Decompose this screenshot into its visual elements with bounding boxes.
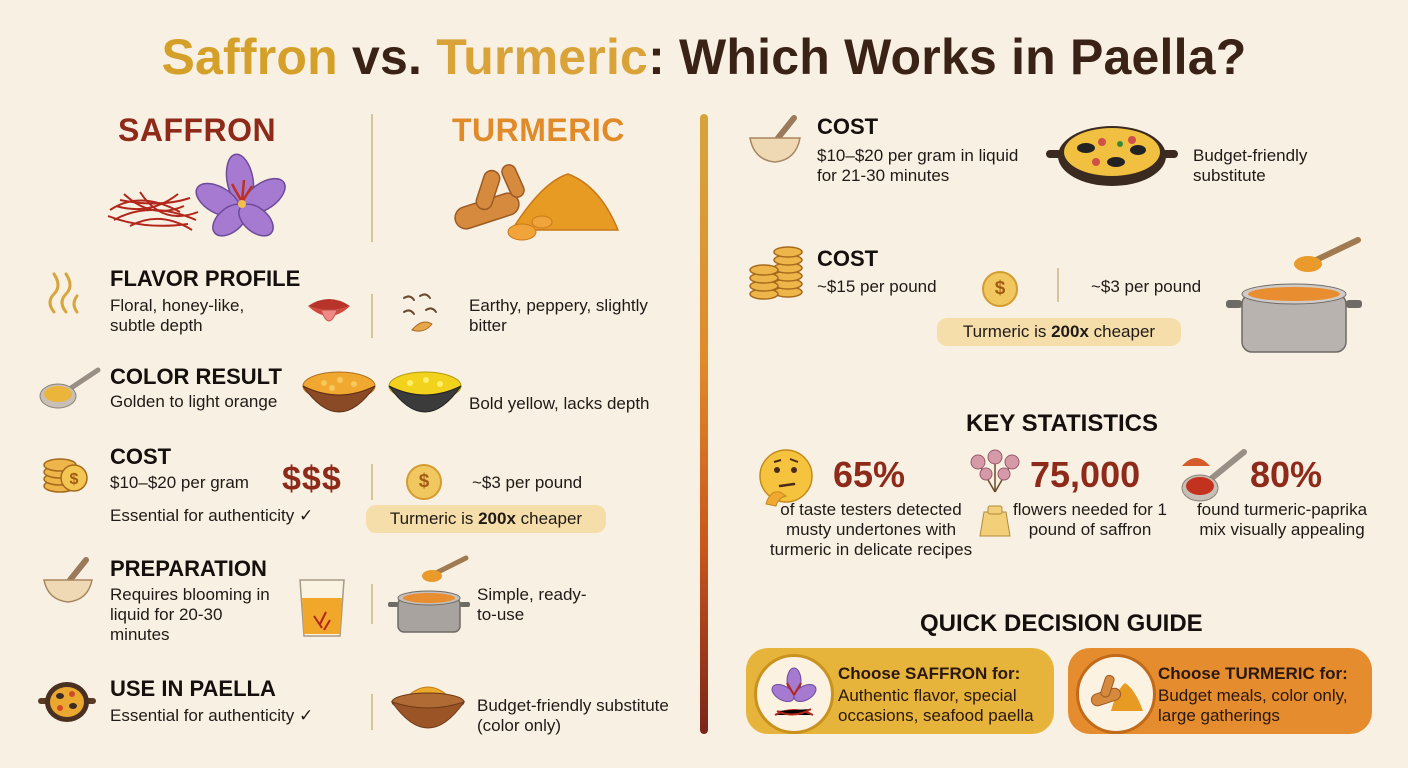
flavor-divider	[371, 294, 373, 338]
mortar-pestle-icon	[43, 557, 93, 603]
right-cost1-text: $10–$20 per gram in liquid for 21-30 min…	[817, 146, 1019, 185]
saffron-card-flower-icon	[771, 667, 817, 716]
decision-guide-heading: QUICK DECISION GUIDE	[920, 610, 1203, 637]
stat-1-value: 65%	[833, 454, 906, 495]
use-label: USE IN PAELLA	[110, 676, 276, 701]
saffron-card-badge	[754, 654, 834, 734]
spice-spoon-icon	[39, 367, 101, 409]
stat-1-text: of taste testers detected musty underton…	[769, 500, 973, 559]
cheaper-suffix: cheaper	[515, 509, 583, 528]
right-turmeric-price: ~$3 per pound	[1091, 277, 1202, 296]
saffron-card-text: Authentic flavor, special occasions, sea…	[838, 686, 1034, 725]
cheaper-badge: Turmeric is 200x cheaper	[366, 505, 606, 533]
dollar-coin-icon: $	[406, 464, 442, 500]
cheaper-factor: 200x	[478, 509, 516, 528]
stock-pot-icon	[1226, 237, 1362, 353]
saffron-flavor-text: Floral, honey-like, subtle depth	[110, 296, 245, 335]
thinking-face-icon	[759, 449, 813, 507]
turmeric-card-badge	[1076, 654, 1156, 734]
title-vs: vs.	[337, 29, 437, 85]
turmeric-flavor-text: Earthy, peppery, slightly bitter	[469, 296, 648, 335]
saffron-heading: SAFFRON	[118, 112, 277, 148]
saffron-flower-icon	[107, 153, 286, 237]
right-cheaper-factor: 200x	[1051, 322, 1089, 341]
header-divider	[371, 114, 373, 242]
svg-text:$: $	[70, 471, 79, 488]
prep-divider	[371, 584, 373, 624]
choose-turmeric-card: Choose TURMERIC for: Budget meals, color…	[1068, 648, 1372, 734]
title-rest: : Which Works in Paella?	[648, 29, 1247, 85]
pepper-icon	[403, 293, 437, 332]
saffron-use-text: Essential for authenticity ✓	[110, 706, 314, 725]
paella-pan-icon	[38, 682, 96, 722]
right-cost-divider	[1057, 268, 1059, 302]
turmeric-prep-text: Simple, ready-to-use	[477, 585, 587, 624]
paella-pan-large-icon	[1046, 126, 1178, 186]
cost-note: Essential for authenticity ✓	[110, 506, 314, 525]
saffron-cost-text: $10–$20 per gram	[110, 473, 249, 492]
key-statistics-heading: KEY STATISTICS	[966, 410, 1159, 437]
right-cost1-label: COST	[817, 114, 879, 139]
right-cost1-side: Budget-friendly substitute	[1193, 146, 1308, 185]
right-cheaper-prefix: Turmeric is	[962, 322, 1052, 341]
paprika-spoon-icon	[1181, 449, 1247, 502]
use-divider	[371, 694, 373, 730]
cheaper-prefix: Turmeric is	[389, 509, 479, 528]
turmeric-color-text: Bold yellow, lacks depth	[469, 394, 650, 413]
mortar-icon-right	[749, 115, 801, 163]
page-title: Saffron vs. Turmeric: Which Works in Pae…	[0, 28, 1408, 86]
choose-saffron-card: Choose SAFFRON for: Authentic flavor, sp…	[746, 648, 1054, 734]
aroma-icon	[48, 272, 79, 314]
saffron-color-text: Golden to light orange	[110, 392, 278, 411]
turmeric-card-title: Choose TURMERIC for:	[1158, 664, 1348, 683]
saffron-rice-bowl-icon	[302, 371, 376, 413]
cost-divider	[371, 464, 373, 500]
turmeric-use-text: Budget-friendly substitute (color only)	[477, 696, 669, 735]
turmeric-cost-text: ~$3 per pound	[472, 473, 583, 492]
right-cost2-label: COST	[817, 246, 879, 271]
turmeric-card-text: Budget meals, color only, large gatherin…	[1158, 686, 1348, 725]
stat-3-text: found turmeric-paprika mix visually appe…	[1196, 500, 1368, 539]
right-cheaper-suffix: cheaper	[1088, 322, 1156, 341]
right-saffron-price: ~$15 per pound	[817, 277, 937, 296]
title-turmeric: Turmeric	[436, 29, 649, 85]
cooking-pot-icon	[388, 555, 470, 633]
saffron-card-title: Choose SAFFRON for:	[838, 664, 1021, 683]
saffron-prep-text: Requires blooming in liquid for 20-30 mi…	[110, 585, 270, 644]
turmeric-root-icon	[454, 164, 620, 241]
dollar-coin-right-icon: $	[982, 271, 1018, 307]
stat-2-text: flowers needed for 1 pound of saffron	[1012, 500, 1168, 539]
coins-icon: $	[43, 458, 88, 493]
turmeric-card-root-icon	[1090, 674, 1143, 711]
expensive-dollars: $$$	[282, 460, 342, 498]
right-cheaper-badge: Turmeric is 200x cheaper	[937, 318, 1181, 346]
center-divider	[700, 114, 708, 734]
stat-3-value: 80%	[1250, 454, 1323, 495]
flower-bunch-icon	[970, 449, 1020, 537]
turmeric-rice-bowl-icon	[388, 371, 462, 413]
saffron-water-glass-icon	[299, 579, 345, 637]
turmeric-powder-bowl-icon	[390, 686, 466, 729]
tongue-icon	[308, 299, 350, 322]
preparation-label: PREPARATION	[110, 556, 267, 581]
turmeric-heading: TURMERIC	[452, 112, 625, 148]
flavor-label: FLAVOR PROFILE	[110, 266, 301, 291]
title-saffron: Saffron	[161, 29, 338, 85]
color-label: COLOR RESULT	[110, 364, 282, 389]
stat-2-value: 75,000	[1030, 454, 1141, 495]
coin-stack-icon	[749, 246, 803, 300]
cost-label: COST	[110, 444, 172, 469]
